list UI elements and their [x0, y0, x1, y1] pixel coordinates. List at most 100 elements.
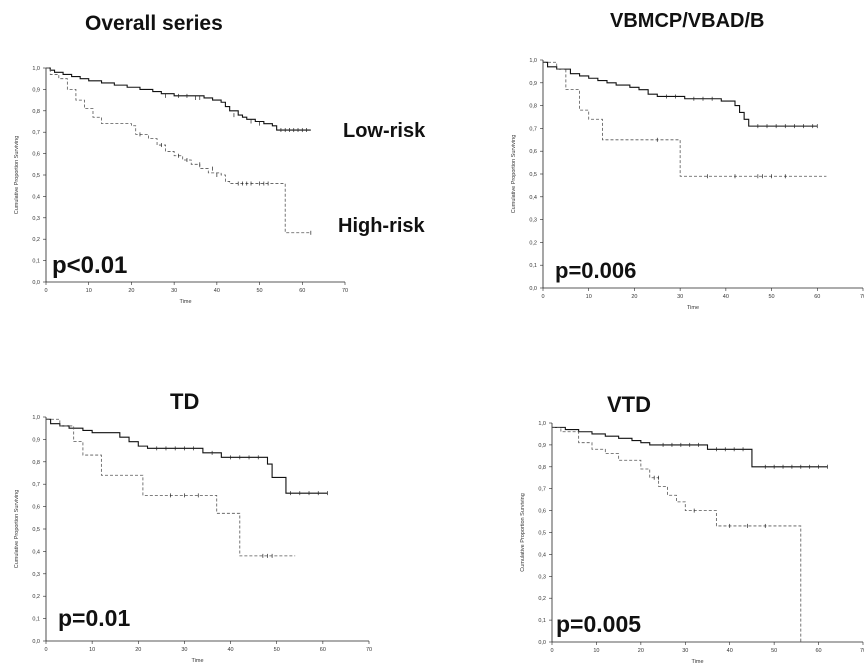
- y-tick-label: 0,3: [32, 572, 40, 578]
- x-tick-label: 20: [128, 288, 134, 294]
- y-tick-label: 0,0: [32, 280, 40, 286]
- x-tick-label: 20: [135, 647, 141, 653]
- x-tick-label: 20: [631, 294, 637, 300]
- x-tick-label: 0: [44, 288, 47, 294]
- series-label: High-risk: [338, 215, 426, 237]
- x-tick-label: 60: [299, 288, 305, 294]
- x-tick-label: 70: [366, 647, 372, 653]
- chart-title: VTD: [607, 392, 651, 417]
- y-tick-label: 0,3: [538, 574, 546, 580]
- y-tick-label: 0,0: [538, 640, 546, 646]
- y-tick-label: 0,7: [32, 482, 40, 488]
- y-tick-label: 1,0: [538, 421, 546, 427]
- y-tick-label: 0,4: [529, 195, 537, 201]
- x-tick-label: 30: [181, 647, 187, 653]
- y-tick-label: 0,7: [32, 130, 40, 136]
- x-tick-label: 10: [86, 288, 92, 294]
- x-tick-label: 30: [682, 648, 688, 654]
- x-tick-label: 10: [593, 648, 599, 654]
- x-tick-label: 0: [550, 648, 553, 654]
- y-tick-label: 0,8: [538, 465, 546, 471]
- y-tick-label: 0,8: [32, 109, 40, 115]
- y-tick-label: 0,5: [538, 531, 546, 537]
- x-axis-label: Time: [691, 659, 703, 665]
- x-tick-label: 60: [320, 647, 326, 653]
- y-tick-label: 0,8: [529, 104, 537, 110]
- survival-curve-dashed: [46, 418, 296, 557]
- p-value-label: p<0.01: [52, 252, 127, 279]
- survival-curve-solid: [543, 61, 818, 127]
- y-tick-label: 0,5: [529, 172, 537, 178]
- y-tick-label: 0,2: [529, 240, 537, 246]
- survival-curve-solid: [46, 418, 328, 494]
- x-tick-label: 20: [638, 648, 644, 654]
- y-tick-label: 0,2: [32, 594, 40, 600]
- x-tick-label: 50: [257, 288, 263, 294]
- y-tick-label: 1,0: [529, 58, 537, 64]
- x-tick-label: 60: [816, 648, 822, 654]
- y-axis-label: Cumulative Proportion Surviving: [511, 135, 517, 214]
- p-value-label: p=0.01: [58, 605, 130, 631]
- series-label: Low-risk: [343, 120, 426, 142]
- p-value-label: p=0.005: [556, 611, 641, 637]
- x-tick-label: 30: [171, 288, 177, 294]
- y-tick-label: 0,0: [32, 639, 40, 645]
- y-tick-label: 0,5: [32, 173, 40, 179]
- survival-chart-vtd: 0,0 0,1 0,2 0,3 0,4 0,5 0,6 0,7 0,8 0,9 1,0 0 10 20 30…: [520, 421, 864, 665]
- y-tick-label: 0,9: [538, 443, 546, 449]
- y-tick-label: 0,3: [32, 216, 40, 222]
- y-axis-label: Cumulative Proportion Surviving: [14, 136, 20, 215]
- survival-chart-td: 0,0 0,1 0,2 0,3 0,4 0,5 0,6 0,7 0,8 0,9 1,0 0 10 20 30…: [14, 415, 372, 664]
- y-tick-label: 0,9: [32, 437, 40, 443]
- x-tick-label: 40: [723, 294, 729, 300]
- y-tick-label: 0,1: [32, 259, 40, 265]
- y-tick-label: 0,1: [529, 263, 537, 269]
- x-tick-label: 40: [214, 288, 220, 294]
- y-tick-label: 0,6: [538, 509, 546, 515]
- x-tick-label: 10: [586, 294, 592, 300]
- x-tick-label: 0: [541, 294, 544, 300]
- survival-curve-dashed: [46, 67, 311, 234]
- y-tick-label: 0,3: [529, 218, 537, 224]
- y-tick-label: 0,9: [32, 87, 40, 93]
- y-tick-label: 0,2: [538, 596, 546, 602]
- x-tick-label: 10: [89, 647, 95, 653]
- survival-curve-solid: [552, 426, 828, 468]
- y-tick-label: 0,0: [529, 286, 537, 292]
- survival-curve-dashed: [543, 61, 827, 177]
- x-tick-label: 0: [44, 647, 47, 653]
- p-value-label: p=0.006: [555, 258, 636, 283]
- x-axis-label: Time: [179, 299, 191, 305]
- survival-chart-vbmcp: 0,0 0,1 0,2 0,3 0,4 0,5 0,6 0,7 0,8 0,9 1,0 0 10 20 30…: [511, 58, 864, 311]
- y-tick-label: 0,6: [32, 152, 40, 158]
- y-tick-label: 0,4: [32, 549, 40, 555]
- y-axis-label: Cumulative Proportion Surviving: [520, 493, 526, 572]
- x-tick-label: 40: [228, 647, 234, 653]
- chart-title: TD: [170, 389, 200, 414]
- survival-curve-solid: [46, 67, 311, 131]
- survival-curve-dashed: [552, 426, 802, 642]
- y-tick-label: 0,2: [32, 237, 40, 243]
- chart-title: Overall series: [85, 12, 223, 35]
- y-tick-label: 1,0: [32, 66, 40, 72]
- y-tick-label: 0,7: [538, 487, 546, 493]
- x-tick-label: 50: [274, 647, 280, 653]
- y-tick-label: 0,4: [32, 194, 40, 200]
- y-tick-label: 0,5: [32, 527, 40, 533]
- x-tick-label: 70: [342, 288, 348, 294]
- y-tick-label: 0,1: [538, 618, 546, 624]
- y-tick-label: 0,4: [538, 552, 546, 558]
- y-tick-label: 0,1: [32, 617, 40, 623]
- x-tick-label: 60: [814, 294, 820, 300]
- y-tick-label: 1,0: [32, 415, 40, 421]
- y-tick-label: 0,7: [529, 126, 537, 132]
- y-tick-label: 0,6: [32, 505, 40, 511]
- x-tick-label: 70: [860, 648, 864, 654]
- chart-panel-overall-series: Overall series 0,0 0,1 0,2 0,3 0,4 0,5 0,6 0,7 0…: [0, 0, 432, 335]
- x-axis-label: Time: [687, 305, 699, 311]
- x-tick-label: 30: [677, 294, 683, 300]
- x-tick-label: 50: [769, 294, 775, 300]
- y-tick-label: 0,6: [529, 149, 537, 155]
- y-tick-label: 0,8: [32, 460, 40, 466]
- y-tick-label: 0,9: [529, 81, 537, 87]
